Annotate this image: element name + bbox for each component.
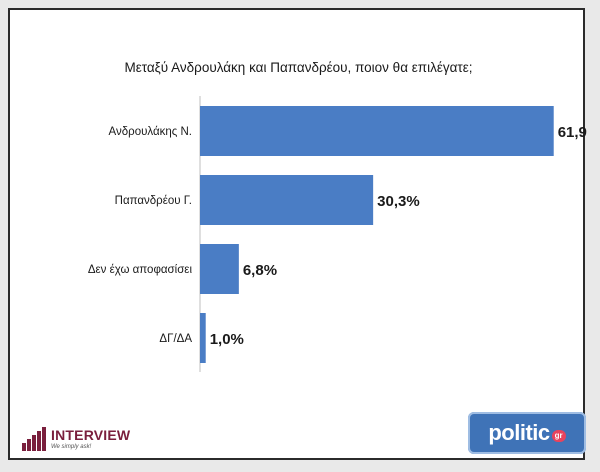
interview-logo-name: INTERVIEW: [51, 427, 131, 443]
category-label-0: Ανδρουλάκης Ν.: [109, 126, 192, 138]
bars-group: Ανδρουλάκης Ν. 61,9% Παπανδρέου Γ. 30,3% Δεν…: [88, 106, 587, 363]
politic-logo-word: politic: [488, 420, 550, 445]
interview-logo-tagline: We simply ask!: [51, 444, 92, 450]
bar-2: [200, 244, 239, 294]
value-label-1: 30,3%: [377, 193, 420, 210]
value-label-2: 6,8%: [243, 262, 277, 279]
category-label-1: Παπανδρέου Γ.: [115, 195, 192, 207]
category-label-3: ΔΓ/ΔΑ: [159, 333, 192, 345]
bar-chart: Ανδρουλάκης Ν. 61,9% Παπανδρέου Γ. 30,3% Δεν…: [88, 96, 587, 372]
interview-logo-bars-icon: [22, 427, 46, 451]
bar-1: [200, 175, 374, 225]
politic-logo: politic gr: [468, 412, 586, 454]
interview-logo: INTERVIEW We simply ask!: [22, 422, 130, 456]
chart-frame: Μεταξύ Ανδρουλάκη και Παπανδρέου, ποιον …: [8, 8, 587, 460]
bar-0: [200, 106, 554, 156]
category-label-2: Δεν έχω αποφασίσει: [88, 264, 193, 276]
chart-title: Μεταξύ Ανδρουλάκη και Παπανδρέου, ποιον …: [124, 60, 473, 75]
bar-3: [200, 313, 206, 363]
politic-logo-badge: gr: [551, 430, 566, 442]
value-label-0: 61,9%: [558, 124, 587, 141]
value-label-3: 1,0%: [210, 331, 244, 348]
